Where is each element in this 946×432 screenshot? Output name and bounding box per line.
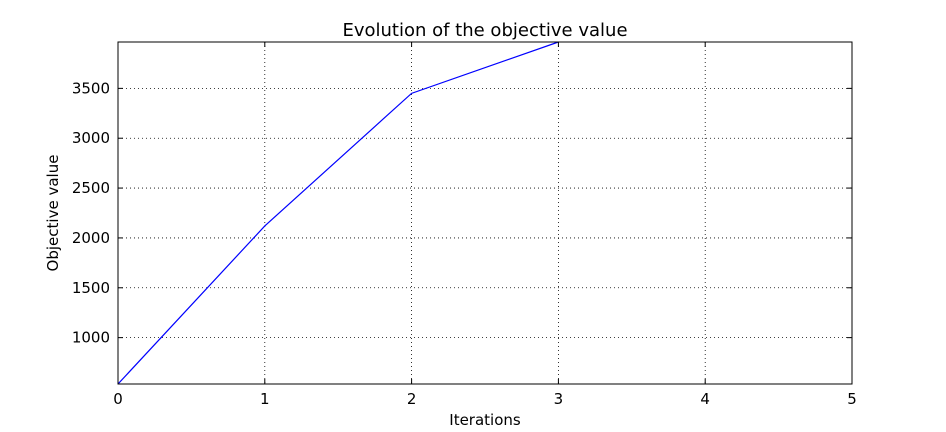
x-tick-label: 1: [260, 390, 270, 408]
x-tick-label: 2: [407, 390, 417, 408]
series-line: [117, 41, 559, 385]
plot-frame: [117, 41, 853, 385]
y-tick-label: 1500: [72, 279, 110, 297]
series-layer: [117, 41, 559, 385]
grid-lines: [118, 42, 852, 384]
y-tick-label: 3500: [72, 79, 110, 97]
x-tick-label: 5: [847, 390, 857, 408]
x-tick-label: 0: [113, 390, 123, 408]
y-tick-label: 3000: [72, 129, 110, 147]
x-axis-label: Iterations: [449, 411, 521, 427]
y-tick-label: 2500: [72, 179, 110, 197]
x-tick-label: 4: [700, 390, 710, 408]
y-axis-label: Objective value: [44, 155, 62, 272]
tick-layer: 0 1 2 3 4 5 1000 1500 2000 2500 3000 3500: [72, 42, 857, 408]
chart-title: Evolution of the objective value: [342, 20, 627, 41]
y-tick-label: 2000: [72, 229, 110, 247]
y-tick-label: 1000: [72, 329, 110, 347]
x-tick-label: 3: [554, 390, 564, 408]
